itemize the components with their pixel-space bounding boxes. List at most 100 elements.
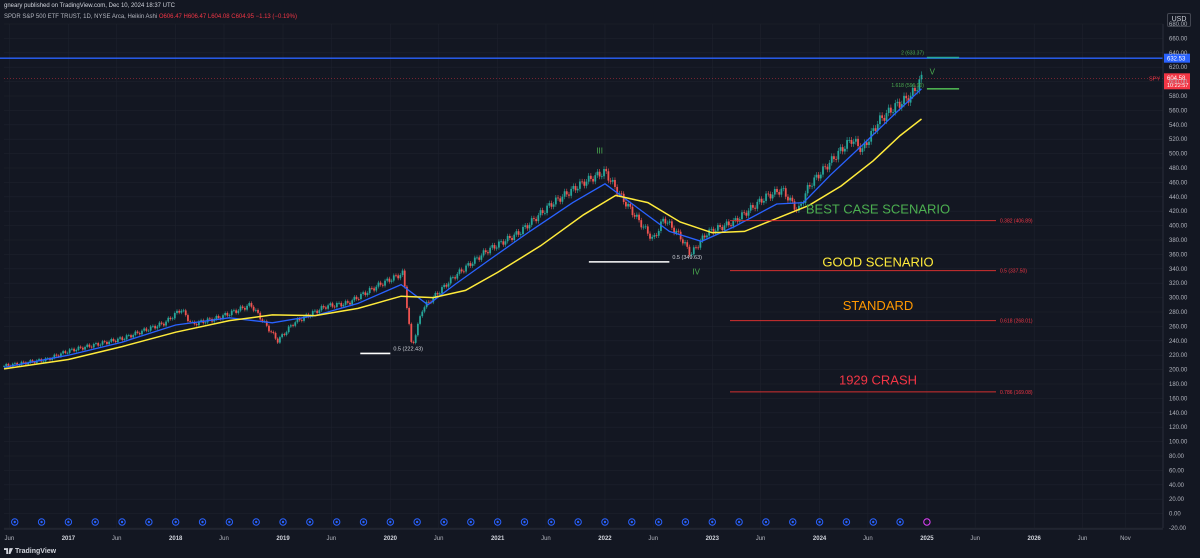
candle-body [62,351,65,354]
event-marker-icon [306,518,314,526]
y-tick-label: 260.00 [1169,324,1188,330]
candle-body [804,193,807,203]
candle-body [916,90,919,92]
y-tick-label: 500.00 [1169,152,1188,158]
candle-body [189,321,192,322]
candle-body [710,228,713,230]
candle-body [130,335,132,338]
candle-body [51,357,54,360]
candle-body [68,349,71,353]
candle-body [165,321,167,326]
event-marker-dot [603,520,607,524]
candle-body [706,235,708,238]
tradingview-logo-icon [4,548,13,555]
candle-body [176,310,178,313]
candle-body [526,225,529,229]
candle-body [5,363,8,366]
last-price-value: 604.58 [1167,76,1186,82]
candle-body [406,286,408,308]
event-marker-icon [413,518,421,526]
candle-body [390,280,393,282]
candle-body [603,169,605,177]
candle-body [465,265,467,272]
candle-body [749,205,752,211]
candle-body [70,348,73,350]
candle-body [292,325,294,327]
candle-body [283,334,286,335]
currency-button[interactable]: USD [1167,13,1191,27]
candle-body [432,297,435,303]
candle-body [469,263,472,266]
y-tick-label: 0.00 [1169,512,1181,518]
series-lines [3,88,922,370]
candle-body [408,307,411,324]
event-marker-dot [818,520,821,524]
candle-body [530,218,533,225]
candle-body [767,193,770,195]
candle-body [541,210,544,214]
candle-body [239,306,242,311]
event-marker-icon [279,518,287,526]
fib-target-label: 0.618 (268.01) [1000,319,1033,325]
candle-body [727,221,730,226]
y-tick-label: 480.00 [1169,166,1188,172]
event-marker-dot [872,520,875,524]
candle-body [885,113,888,121]
publish-info: gneary published on TradingView.com, Dec… [4,3,175,9]
event-marker-icon [145,518,153,526]
candle-body [366,293,369,296]
event-marker-dot [737,520,741,524]
event-marker-icon [896,518,904,526]
candle-body [861,148,864,152]
candle-body [471,263,474,266]
event-marker-dot [13,520,16,524]
publish-bar: gneary published on TradingView.com, Dec… [0,0,1200,12]
candle-body [798,205,800,211]
candle-body [579,181,581,189]
candle-body [668,221,671,223]
y-tick-label: 400.00 [1169,224,1188,230]
candle-body [609,180,612,182]
candle-body [808,185,811,187]
tradingview-logo[interactable]: TradingView [4,548,56,555]
candle-body [397,275,400,279]
candle-body [690,254,693,255]
scenario-label: STANDARD [843,298,914,313]
candle-body [360,293,362,300]
candle-body [287,326,290,333]
fib-target-label: 0.786 (169.08) [1000,390,1033,396]
candle-body [896,101,899,104]
candle-body [97,343,100,346]
ohlc-values: O606.47 H606.47 L604.08 C604.95 −1.13 (−… [158,14,297,20]
candle-body [241,306,244,308]
event-marker-icon [37,518,46,526]
candle-body [905,95,908,99]
candle-body [438,293,441,295]
candle-body [533,218,535,220]
candle-body [784,188,787,197]
candle-body [841,147,844,152]
candle-body [495,247,498,249]
y-tick-label: 460.00 [1169,180,1188,186]
candle-body [395,275,397,277]
candle-body [254,309,257,311]
x-tick-label: Jun [112,536,122,542]
event-marker-dot [281,520,285,524]
candle-body [197,321,200,326]
candle-body [557,197,559,199]
candle-body [651,236,654,239]
candle-body [95,343,97,344]
candle-body [677,230,680,232]
time-axis: Jun 2017 Jun 2018 Jun 2019 Jun 2020 Jun 2021 Jun 20… [4,518,1163,542]
candle-body [684,242,686,244]
candle-body [865,142,868,146]
candle-body [289,325,292,327]
candle-body [863,142,866,149]
candle-body [53,354,56,358]
x-tick-label: 2025 [920,536,934,542]
candle-body [537,215,540,222]
event-marker-icon [252,518,260,526]
candle-body [162,323,165,326]
candle-body [769,194,772,199]
